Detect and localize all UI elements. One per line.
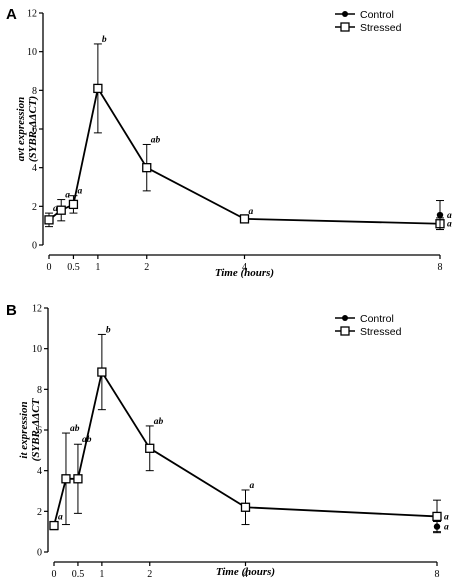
y-axis-title: avt expression(SYBR-ΔΔCT) — [15, 96, 39, 162]
data-point-square — [49, 520, 59, 531]
significance-letter: b — [102, 35, 107, 45]
data-point-square — [44, 215, 54, 225]
data-point-circle — [433, 523, 441, 530]
significance-letter: ab — [154, 417, 164, 427]
data-point-square — [240, 502, 251, 512]
data-point-square — [68, 199, 79, 210]
y-tick-label: 0 — [32, 241, 37, 252]
data-point-square — [56, 205, 66, 215]
x-axis-title: Time (hours) — [216, 566, 275, 578]
legend-label-control: Control — [360, 313, 394, 325]
significance-letter: a — [444, 512, 449, 522]
y-tick-label: 12 — [32, 304, 42, 315]
x-tick-label: 4 — [242, 262, 247, 273]
significance-letter: ab — [151, 135, 161, 145]
x-tick-label: 1 — [99, 569, 104, 580]
significance-letter: b — [106, 325, 111, 335]
x-tick-label: 0 — [47, 262, 52, 273]
significance-letter: a — [250, 481, 255, 491]
y-tick-label: 2 — [32, 202, 37, 213]
x-tick-label: 1 — [95, 262, 100, 273]
data-point-square — [432, 511, 442, 522]
x-tick-label: 2 — [147, 569, 152, 580]
series-line — [48, 86, 441, 225]
legend-marker-control — [342, 315, 348, 321]
significance-letter: a — [58, 513, 63, 523]
data-point-square — [61, 474, 71, 484]
significance-letter: ab — [70, 424, 80, 434]
x-tick-label: 0.5 — [72, 569, 85, 580]
y-tick-label: 4 — [37, 466, 42, 477]
y-tick-label: 6 — [32, 125, 37, 136]
data-point-square — [145, 443, 155, 453]
y-tick-label: 0 — [37, 548, 42, 559]
y-tick-label: 2 — [37, 507, 42, 518]
significance-letter: a — [65, 191, 70, 201]
legend-marker-stressed — [340, 326, 350, 336]
legend-label-control: Control — [360, 9, 394, 21]
significance-letter: a — [444, 523, 449, 533]
x-tick-label: 4 — [243, 569, 248, 580]
x-tick-label: 8 — [435, 569, 440, 580]
y-axis-title-line2: (SYBR-ΔΔCT — [30, 397, 42, 461]
y-tick-label: 4 — [32, 163, 37, 174]
panel-letter: A — [6, 6, 17, 23]
x-axis-title: Time (hours) — [215, 267, 274, 279]
y-tick-label: 10 — [32, 344, 42, 355]
data-point-square — [142, 163, 152, 173]
y-axis-title-line1: avt expression — [15, 97, 27, 161]
significance-letter: ab — [82, 435, 92, 445]
legend-marker-stressed — [340, 22, 350, 32]
significance-letter: a — [447, 211, 452, 221]
significance-letter: a — [447, 220, 452, 230]
y-axis-title: it expression(SYBR-ΔΔCT — [18, 397, 42, 461]
x-tick-label: 0 — [52, 569, 57, 580]
series-control: a — [433, 521, 449, 533]
y-tick-label: 8 — [32, 86, 37, 97]
x-tick-label: 2 — [144, 262, 149, 273]
x-tick-label: 8 — [438, 262, 443, 273]
significance-letter: a — [53, 204, 58, 214]
data-point-square — [93, 83, 103, 94]
y-tick-label: 6 — [37, 426, 42, 437]
significance-letter: a — [249, 207, 254, 217]
series-control: a — [436, 200, 452, 231]
data-point-square — [73, 474, 83, 484]
y-tick-label: 10 — [27, 47, 37, 58]
x-tick-label: 0.5 — [67, 262, 80, 273]
data-point-circle — [436, 211, 444, 219]
y-axis-title-line2: (SYBR-ΔΔCT) — [27, 96, 39, 162]
y-tick-label: 8 — [37, 385, 42, 396]
panel-letter: B — [6, 302, 17, 319]
legend-label-stressed: Stressed — [360, 326, 402, 338]
y-axis-title-line1: it expression — [18, 401, 30, 458]
significance-letter: a — [77, 187, 82, 197]
y-tick-label: 12 — [27, 9, 37, 20]
legend-label-stressed: Stressed — [360, 22, 402, 34]
legend-marker-control — [342, 11, 348, 17]
data-point-square — [97, 367, 107, 377]
data-point-square — [239, 214, 250, 224]
